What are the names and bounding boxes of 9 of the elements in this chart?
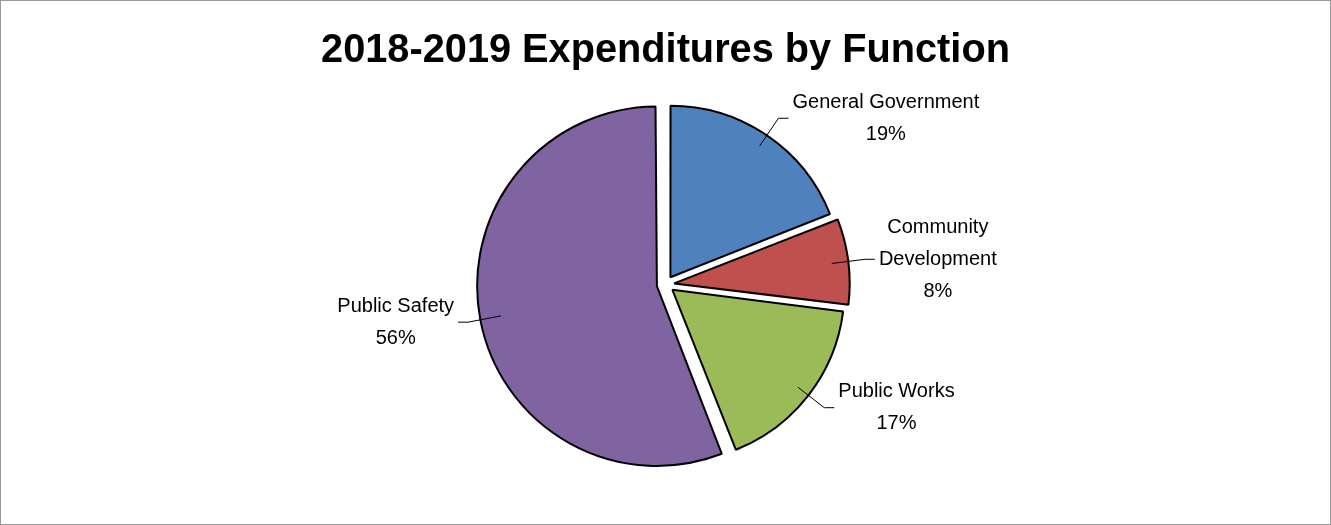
slice-label: Community Development xyxy=(878,214,998,269)
slice-label: General Government xyxy=(792,89,980,112)
data-label: 17% xyxy=(876,411,917,434)
data-label: 19% xyxy=(865,121,907,144)
data-label: 8% xyxy=(923,278,953,301)
slice-label: Public Safety xyxy=(337,293,455,316)
slice-label: Public Works xyxy=(838,379,955,402)
chart-title: 2018-2019 Expenditures by Function xyxy=(321,25,1010,71)
data-label: 56% xyxy=(375,325,416,348)
